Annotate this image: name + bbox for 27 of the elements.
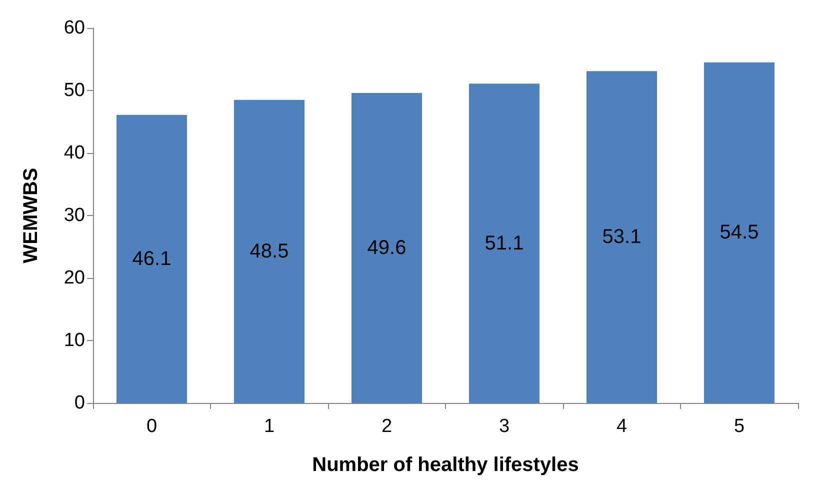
y-axis-title: WEMWBS (20, 168, 42, 264)
data-label: 48.5 (250, 240, 289, 262)
x-tick-label: 1 (264, 416, 275, 437)
bar (116, 114, 187, 403)
data-label: 51.1 (484, 232, 524, 254)
y-tick-label: 50 (64, 80, 85, 101)
data-label: 54.5 (720, 222, 759, 244)
bar (469, 84, 540, 403)
x-tick-label: 2 (381, 416, 392, 437)
y-tick-label: 30 (64, 205, 85, 226)
y-tick-label: 60 (64, 18, 85, 38)
bar (352, 93, 422, 403)
bar (704, 62, 774, 403)
y-tick-label: 0 (74, 392, 85, 414)
y-tick-label: 20 (64, 268, 85, 288)
data-label: 53.1 (602, 226, 642, 248)
y-tick-label: 40 (64, 142, 85, 164)
x-tick-label: 5 (734, 416, 745, 437)
data-label: 49.6 (367, 237, 406, 259)
y-tick-label: 10 (64, 330, 85, 351)
data-label: 46.1 (132, 248, 172, 270)
x-axis-title: Number of healthy lifestyles (312, 454, 579, 476)
x-tick-label: 0 (146, 416, 158, 437)
bar (234, 100, 304, 403)
x-tick-label: 4 (616, 416, 628, 437)
x-tick-label: 3 (498, 416, 510, 437)
bar (586, 71, 657, 403)
